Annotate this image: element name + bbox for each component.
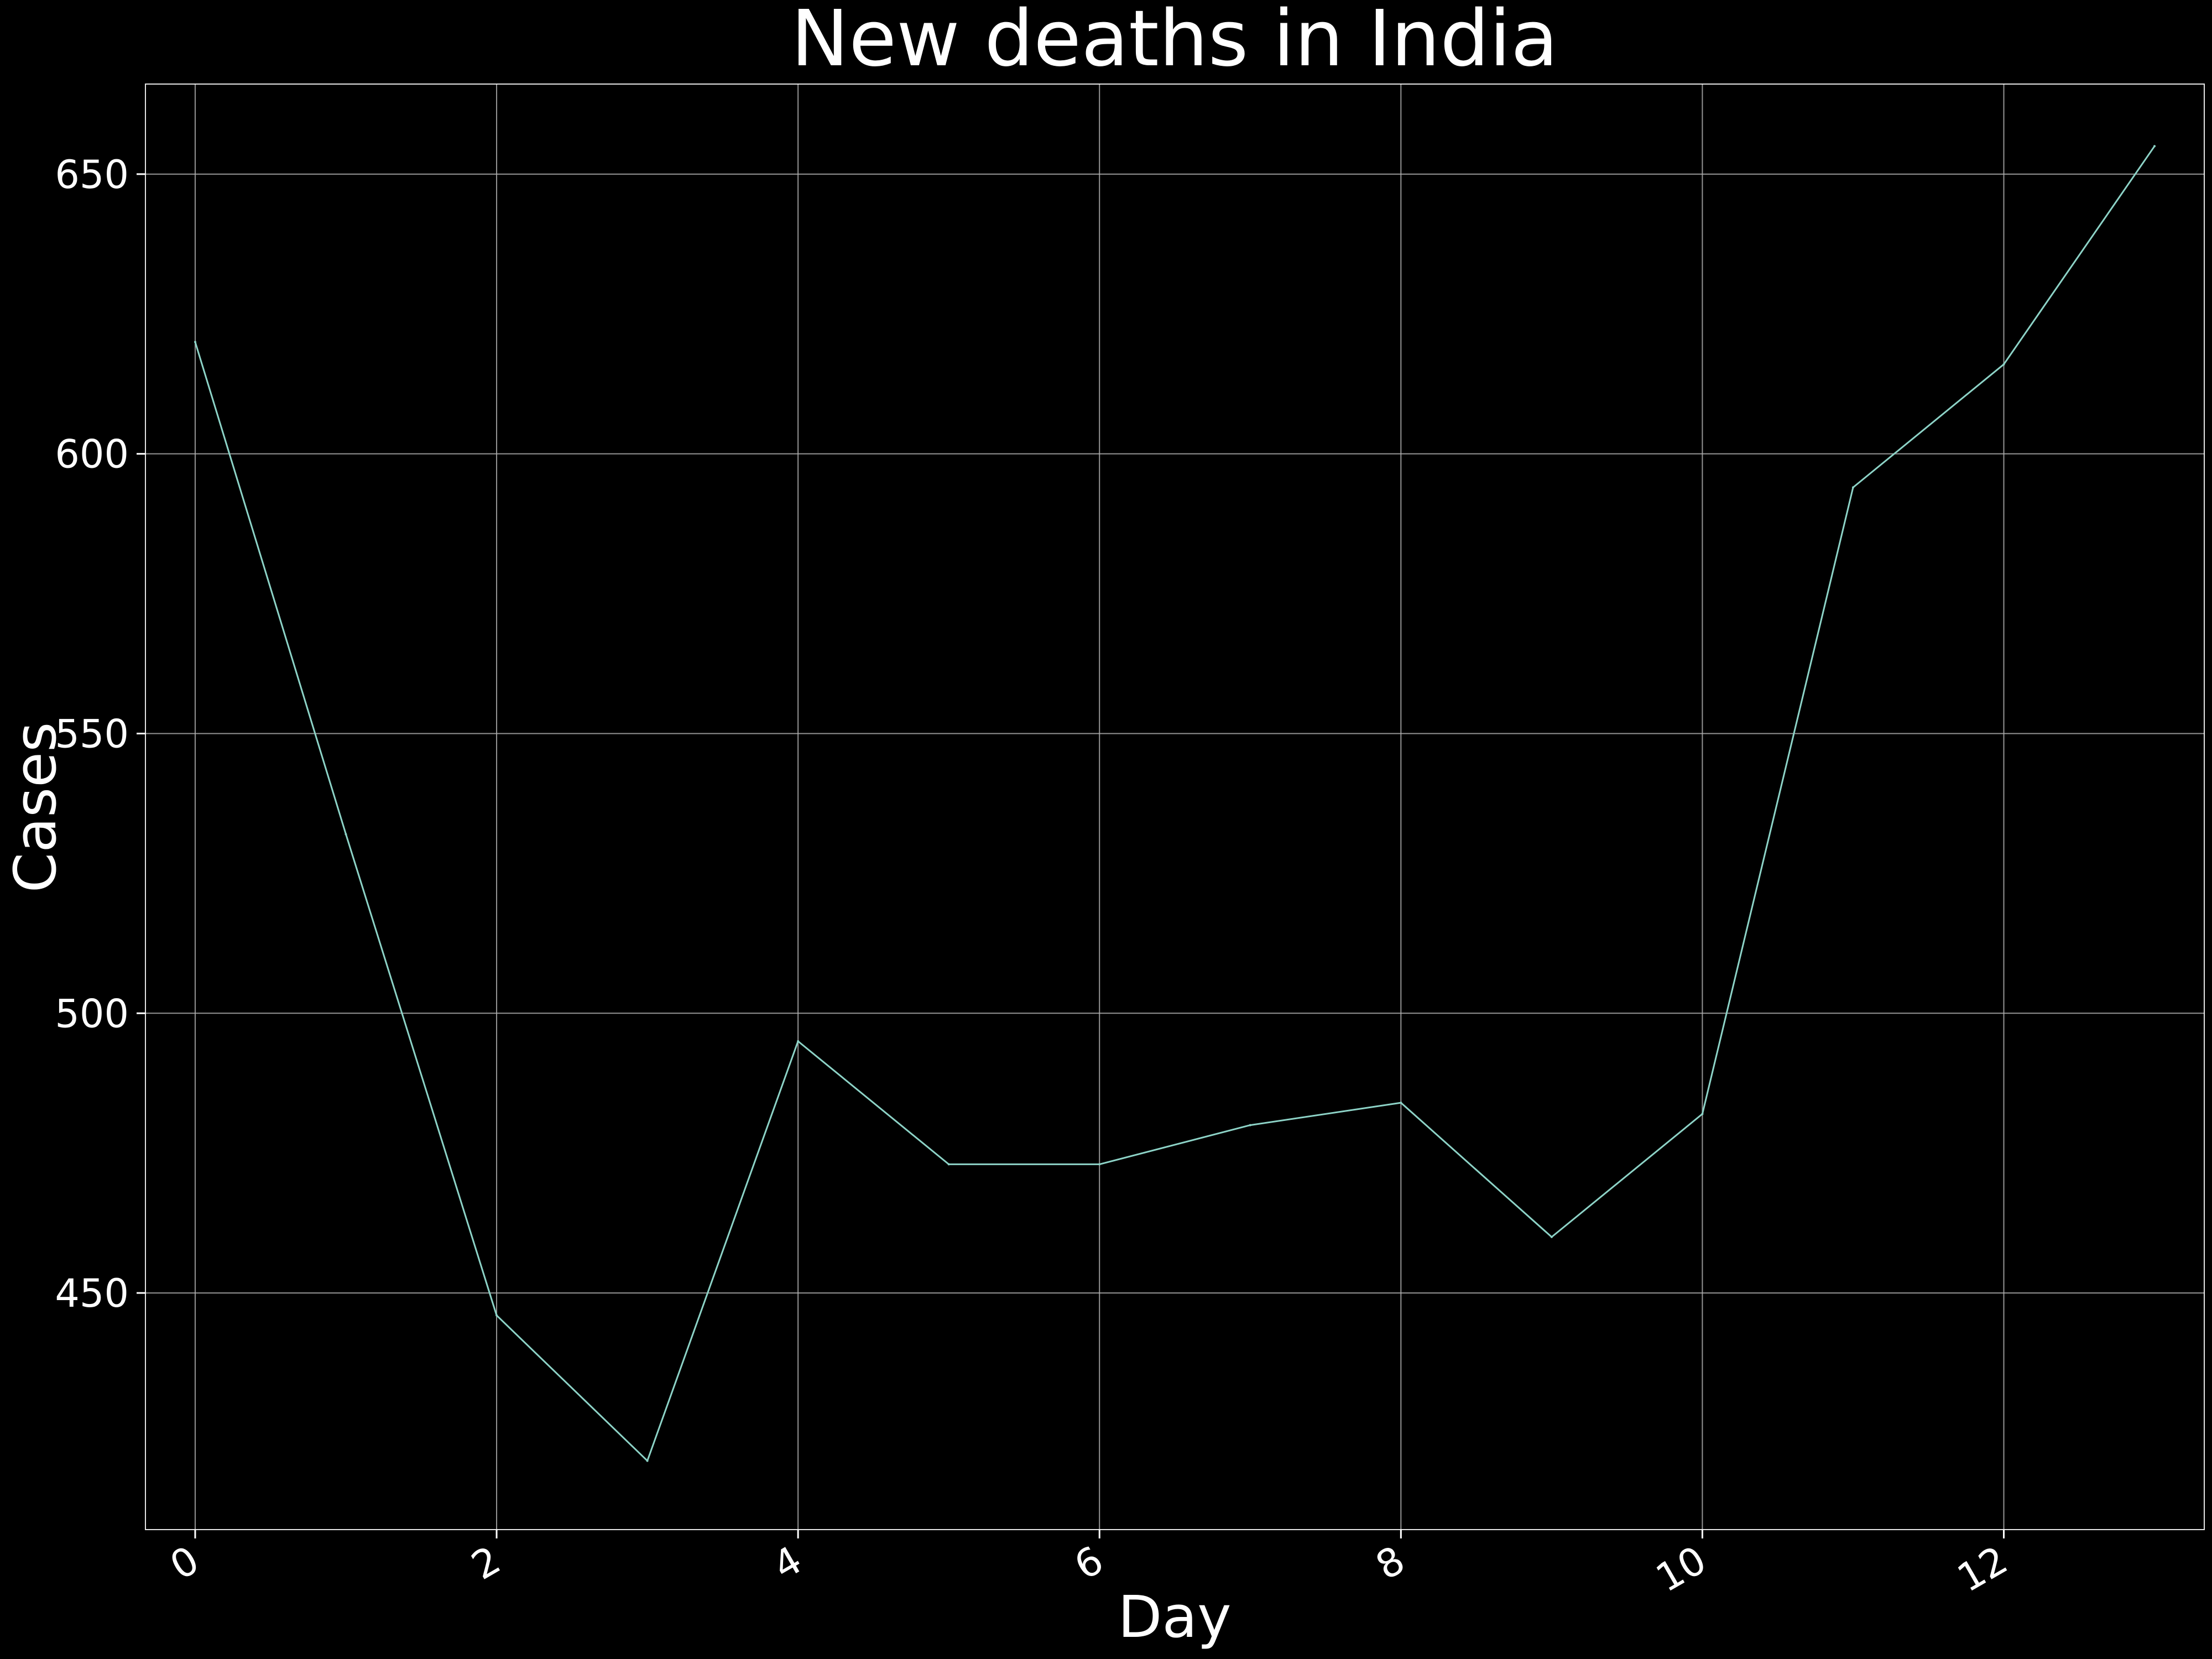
- data-point: [646, 1459, 649, 1462]
- data-point: [2002, 363, 2005, 366]
- data-point: [2153, 145, 2156, 148]
- data-point: [1851, 486, 1854, 489]
- y-tick-label: 600: [55, 432, 129, 477]
- data-point: [1249, 1124, 1251, 1126]
- chart-title: New deaths in India: [791, 0, 1558, 84]
- data-point: [1400, 1102, 1402, 1104]
- data-point: [1550, 1235, 1553, 1238]
- data-point: [194, 341, 196, 343]
- data-point: [1701, 1113, 1704, 1115]
- data-point: [345, 833, 347, 836]
- y-tick-label: 650: [55, 152, 129, 197]
- data-point: [495, 1314, 498, 1317]
- y-axis-ticks: 450 500 550 600 650: [55, 152, 145, 1316]
- data-point: [947, 1163, 950, 1166]
- data-point: [797, 1040, 800, 1042]
- series-line: [194, 145, 2156, 1462]
- y-tick-label: 550: [55, 711, 129, 757]
- y-tick-label: 500: [55, 991, 129, 1036]
- x-axis-label: Day: [1118, 1583, 1231, 1651]
- y-tick-label: 450: [55, 1271, 129, 1316]
- plot-frame: [145, 84, 2205, 1530]
- y-axis-label: Cases: [2, 722, 69, 893]
- series-layer: [194, 145, 2156, 1462]
- data-point: [1098, 1163, 1101, 1166]
- grid: [145, 84, 2204, 1530]
